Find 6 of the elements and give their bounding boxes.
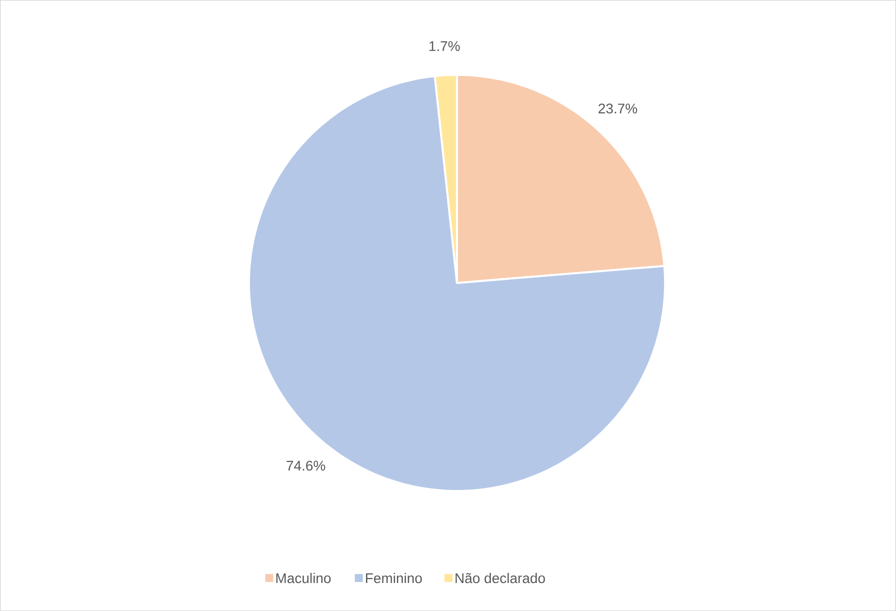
legend-label: Maculino — [276, 572, 331, 584]
legend-label: Feminino — [366, 572, 422, 584]
data-label: 1.7% — [429, 41, 460, 52]
data-label: 23.7% — [598, 104, 638, 114]
legend-label: Não declarado — [456, 572, 545, 584]
data-label: 74.6% — [286, 460, 326, 471]
